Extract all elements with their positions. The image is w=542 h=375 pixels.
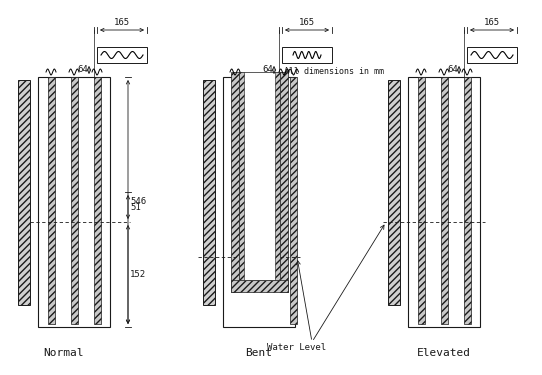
Text: Elevated: Elevated bbox=[417, 348, 471, 358]
Bar bbox=[70, 77, 78, 324]
Bar bbox=[467, 47, 517, 63]
Text: All dimensions in mm: All dimensions in mm bbox=[284, 67, 384, 76]
Bar bbox=[94, 77, 100, 324]
Circle shape bbox=[207, 249, 211, 255]
Text: 152: 152 bbox=[130, 270, 146, 279]
Bar bbox=[280, 72, 288, 292]
Text: Normal: Normal bbox=[44, 348, 84, 358]
Bar bbox=[18, 80, 30, 305]
Text: 51: 51 bbox=[130, 202, 141, 211]
Bar bbox=[239, 72, 280, 280]
Bar bbox=[97, 47, 147, 63]
Text: 546: 546 bbox=[130, 198, 146, 207]
Text: 64: 64 bbox=[448, 66, 459, 75]
Text: 165: 165 bbox=[299, 18, 315, 27]
Bar bbox=[290, 77, 297, 324]
Text: Water Level: Water Level bbox=[267, 342, 327, 351]
Bar bbox=[463, 77, 470, 324]
Bar bbox=[223, 77, 295, 327]
Bar bbox=[38, 77, 110, 327]
Text: 64: 64 bbox=[78, 66, 88, 75]
Bar bbox=[388, 80, 400, 305]
Bar bbox=[417, 77, 424, 324]
Bar bbox=[282, 47, 332, 63]
Bar bbox=[275, 72, 280, 280]
Bar bbox=[239, 72, 244, 280]
Bar bbox=[48, 77, 55, 324]
Bar bbox=[408, 77, 480, 327]
Text: Bent: Bent bbox=[246, 348, 273, 358]
Bar bbox=[231, 280, 288, 292]
Text: 165: 165 bbox=[484, 18, 500, 27]
Text: 64: 64 bbox=[263, 66, 273, 75]
Circle shape bbox=[322, 51, 330, 59]
Bar bbox=[441, 77, 448, 324]
Text: 165: 165 bbox=[114, 18, 130, 27]
Circle shape bbox=[207, 260, 211, 264]
Circle shape bbox=[207, 255, 211, 260]
Bar bbox=[203, 80, 215, 305]
Bar bbox=[231, 72, 239, 292]
Circle shape bbox=[284, 51, 292, 59]
